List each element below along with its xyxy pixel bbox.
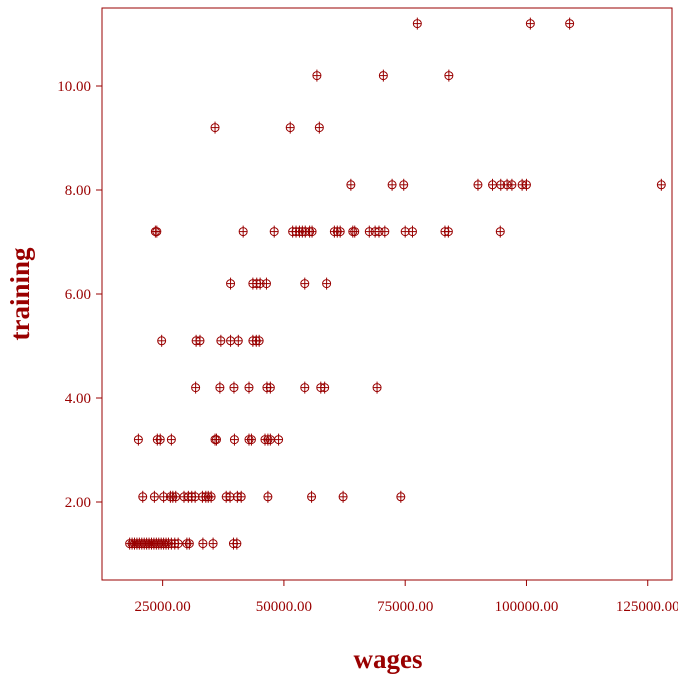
data-point — [300, 381, 310, 394]
data-point — [380, 225, 390, 238]
data-point — [265, 381, 275, 394]
data-point — [350, 225, 360, 238]
data-point — [396, 490, 406, 503]
data-point — [233, 334, 243, 347]
y-tick-label: 8.00 — [65, 183, 91, 199]
data-point — [300, 277, 310, 290]
y-axis-title: training — [5, 247, 35, 341]
data-point — [133, 433, 143, 446]
y-tick-label: 10.00 — [57, 79, 91, 95]
x-axis-ticks: 25000.00 50000.00 75000.00 100000.00 125000.… — [135, 580, 678, 615]
data-point — [407, 225, 417, 238]
data-point — [215, 381, 225, 394]
data-point — [412, 17, 422, 30]
data-point — [152, 225, 162, 238]
data-point — [521, 178, 531, 191]
data-point — [173, 537, 183, 550]
data-point — [191, 381, 201, 394]
data-point — [210, 121, 220, 134]
y-tick-label: 2.00 — [65, 495, 91, 511]
y-axis-ticks: 2.00 4.00 6.00 8.00 10.00 — [57, 79, 102, 511]
data-point — [387, 178, 397, 191]
data-point — [232, 537, 242, 550]
data-point — [238, 225, 248, 238]
data-point — [211, 433, 221, 446]
plot-area-frame — [101, 7, 673, 581]
data-point — [399, 178, 409, 191]
x-tick-label: 100000.00 — [495, 599, 559, 615]
data-point — [206, 490, 216, 503]
x-tick-label: 75000.00 — [377, 599, 433, 615]
data-point — [138, 490, 148, 503]
data-point — [285, 121, 295, 134]
data-point — [444, 69, 454, 82]
data-point — [208, 537, 218, 550]
data-point — [149, 490, 159, 503]
data-point — [274, 433, 284, 446]
data-point — [261, 277, 271, 290]
scatter-points — [125, 17, 666, 550]
data-point — [565, 17, 575, 30]
data-point — [229, 381, 239, 394]
y-tick-label: 4.00 — [65, 391, 91, 407]
data-point — [269, 225, 279, 238]
x-tick-label: 125000.00 — [616, 599, 678, 615]
x-axis-title: wages — [354, 644, 423, 674]
data-point — [656, 178, 666, 191]
data-point — [184, 537, 194, 550]
y-tick-label: 6.00 — [65, 287, 91, 303]
data-point — [372, 381, 382, 394]
data-point — [473, 178, 483, 191]
x-tick-label: 50000.00 — [256, 599, 312, 615]
data-point — [507, 178, 517, 191]
data-point — [198, 537, 208, 550]
data-point — [236, 490, 246, 503]
data-point — [244, 381, 254, 394]
data-point — [216, 334, 226, 347]
data-point — [307, 225, 317, 238]
data-point — [229, 433, 239, 446]
data-point — [320, 381, 330, 394]
data-point — [254, 334, 264, 347]
data-point — [246, 433, 256, 446]
data-point — [495, 225, 505, 238]
data-point — [322, 277, 332, 290]
data-point — [443, 225, 453, 238]
data-point — [157, 334, 167, 347]
data-point — [166, 433, 176, 446]
data-point — [263, 490, 273, 503]
data-point — [335, 225, 345, 238]
data-point — [195, 334, 205, 347]
data-point — [338, 490, 348, 503]
data-point — [314, 121, 324, 134]
data-point — [378, 69, 388, 82]
data-point — [346, 178, 356, 191]
data-point — [525, 17, 535, 30]
data-point — [312, 69, 322, 82]
data-point — [155, 433, 165, 446]
data-point — [307, 490, 317, 503]
x-tick-label: 25000.00 — [135, 599, 191, 615]
data-point — [226, 277, 236, 290]
